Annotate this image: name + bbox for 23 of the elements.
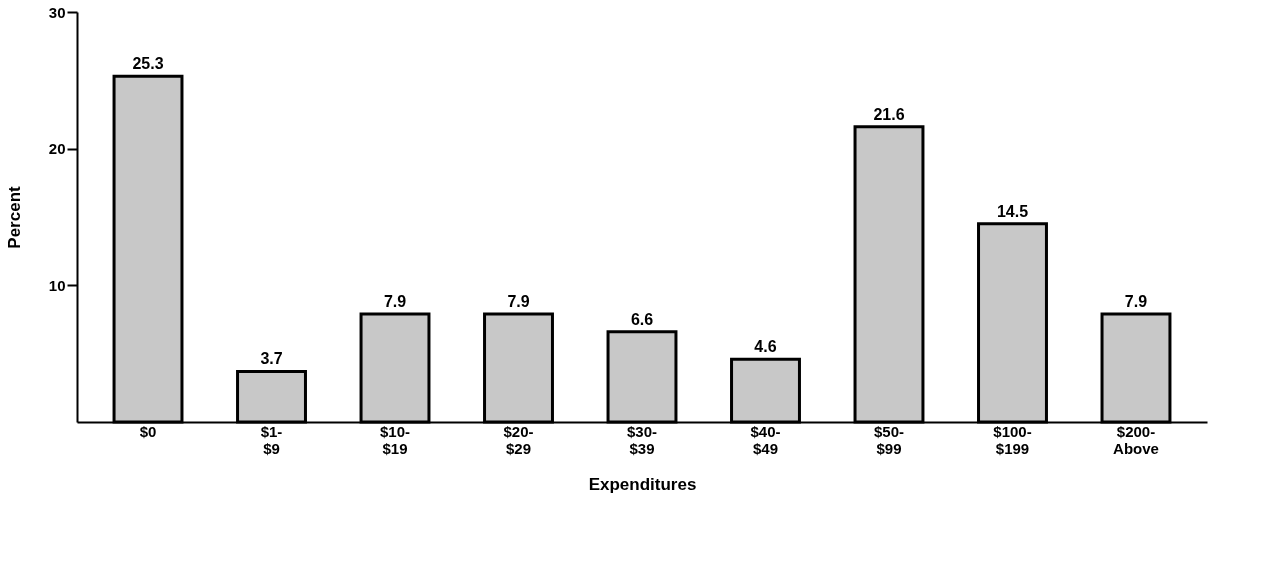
data-label: 7.9 [1124,293,1148,311]
y-axis-title: Percent [4,185,24,249]
data-label: 7.9 [507,293,530,311]
data-label: 14.5 [996,202,1029,220]
x-tick-label: $200- Above [1113,422,1159,457]
x-axis-title: Expenditures [588,474,697,494]
x-tick-label: $50- $99 [873,422,905,457]
data-label: 21.6 [873,105,905,123]
x-tick-label: $20- $29 [503,422,534,457]
x-tick-label: $40- $49 [750,422,781,457]
data-label: 7.9 [383,293,407,311]
x-tick-label: $30- $39 [626,422,658,457]
x-tick-label: $1- $9 [260,422,283,457]
data-label: 6.6 [630,310,654,328]
data-label: 3.7 [260,350,283,368]
x-tick-label: $100- $199 [993,422,1032,457]
x-tick-label: $10- $19 [379,422,411,457]
data-label: 25.3 [132,55,164,73]
y-tick-label: 20 [48,140,66,158]
y-tick-label: 10 [48,276,66,294]
y-tick-label: 30 [48,3,66,21]
x-tick-label: $0 [139,422,157,440]
data-label: 4.6 [754,338,777,356]
